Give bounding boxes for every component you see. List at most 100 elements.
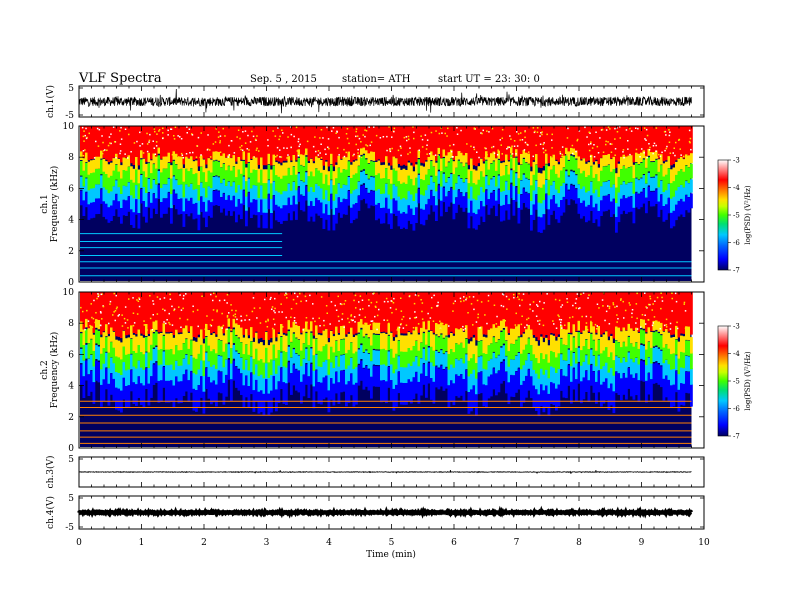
ch1-spectrogram-column-band xyxy=(487,169,491,186)
ch2-spectrogram-column-band xyxy=(447,353,451,370)
ch2-spectrogram-column-band xyxy=(345,368,348,385)
ch2-spectrogram-column-band xyxy=(447,368,451,386)
ch1-spectrogram-column-band xyxy=(247,162,251,178)
ch2-spectrogram-speckle xyxy=(91,326,94,329)
ch2-spectrogram-speckle xyxy=(259,307,261,309)
ch1-spectrogram-column-band xyxy=(582,170,586,187)
ch2-spectrogram-column-band xyxy=(527,322,531,338)
ch1-spectrogram-column-band xyxy=(415,176,418,194)
ch1-spectrogram-column-band xyxy=(317,170,321,187)
ch2-spectrogram-column-band xyxy=(420,292,423,328)
ch1-spectrogram-column-band xyxy=(297,173,301,187)
ch2-spectrogram-speckle xyxy=(221,327,223,329)
ch2-spectrogram-speckle xyxy=(270,296,272,299)
ch1-spectrogram-column-band xyxy=(342,156,346,169)
ch1-spectrogram-column-band xyxy=(235,176,238,193)
ch2-spectrogram-column-band xyxy=(677,357,681,375)
ch1-spectrogram-column-band xyxy=(207,186,211,201)
ch1-spectrogram-column-band xyxy=(415,126,418,162)
ch2-spectrogram-column-band xyxy=(287,346,291,361)
ch1-spectrogram-column-band xyxy=(685,153,688,165)
ch2-spectrogram-column-band xyxy=(270,292,273,339)
ch1-spectrogram-speckle xyxy=(674,154,676,157)
ch2-spectrogram-column-band xyxy=(420,327,423,343)
ch1-spectrogram-column-band xyxy=(572,126,576,149)
ch2-spectrogram-speckle xyxy=(95,312,97,314)
ch2-spectrogram-column-band xyxy=(217,292,221,327)
ch1-spectrogram-column-band xyxy=(115,164,118,180)
ch2-spectrogram-column-band xyxy=(242,337,246,355)
ch1-spectrogram-speckle xyxy=(290,126,292,128)
ch2-spectrogram-column-band xyxy=(80,317,83,332)
ch1-spectrogram-column-band xyxy=(477,126,481,164)
ch1-spectrogram-column-band xyxy=(157,170,161,184)
ch2-spectrogram-column-band xyxy=(672,352,676,369)
ch1-spectrogram-column-band xyxy=(612,184,616,199)
ch1-spectrogram-column-band xyxy=(460,163,463,179)
ch1-spectrogram-speckle xyxy=(357,148,359,151)
ch2-spectrogram-speckle xyxy=(475,321,478,323)
x-tick-label: 10 xyxy=(698,538,710,548)
ch1-spectrogram-column-band xyxy=(640,162,643,178)
ch2-spectrogram-speckle xyxy=(644,323,647,325)
ch2-spectrogram-column-band xyxy=(612,343,616,361)
ch2-spectrogram-speckle xyxy=(121,325,124,327)
ch1-spectrogram-speckle xyxy=(669,152,672,154)
ch1-spectrogram-speckle xyxy=(669,131,671,133)
ch2-spectrogram-column-band xyxy=(615,340,618,356)
ch1-spectrogram-speckle xyxy=(511,153,514,155)
ch2-spectrogram-column-band xyxy=(265,363,268,379)
ch2-spectrogram-column-band xyxy=(577,292,581,321)
ch1-spectrogram-column-band xyxy=(367,126,371,154)
ch1-spectrogram-speckle xyxy=(348,142,350,145)
ch1-spectrogram-column-band xyxy=(545,180,548,194)
ch1-spectrogram-speckle xyxy=(280,156,283,158)
ch2-spectrogram-column-band xyxy=(202,374,206,392)
ch1-spectrogram-column-band xyxy=(200,154,203,167)
ch2-spectrogram-speckle xyxy=(138,298,141,300)
ch2-spectrogram-speckle xyxy=(82,310,84,313)
ch2-spectrogram-column-band xyxy=(290,357,293,374)
ch1-spectrogram-column-band xyxy=(522,126,526,151)
ch2-spectrogram-column-band xyxy=(467,292,471,339)
ch1-spectrogram-column-band xyxy=(187,158,191,172)
ch2-spectrogram-speckle xyxy=(183,294,185,297)
ch2-spectrogram-column-band xyxy=(515,324,518,340)
ch1-spectrogram-speckle xyxy=(593,156,596,158)
ch2-spectrogram-column-band xyxy=(395,292,398,335)
ch2-spectrogram-column-band xyxy=(460,343,463,359)
ch2-colorbar-tick-label: -5 xyxy=(733,378,740,386)
ch1-spectrogram-column-band xyxy=(367,163,371,179)
ch1-spectrogram-speckle xyxy=(153,147,155,149)
ch2-spectrogram-column-band xyxy=(537,392,541,417)
ch2-spectrogram-column-band xyxy=(542,373,546,391)
ch2-spectrogram-column-band xyxy=(435,292,438,323)
ch1-spectrogram-column-band xyxy=(245,209,248,227)
ch1-spectrogram-speckle xyxy=(536,127,539,129)
ch1-spectrogram-column-band xyxy=(562,197,566,213)
ch1-spectrogram-column-band xyxy=(600,200,603,216)
ch1-spectrogram-column-band xyxy=(117,126,121,159)
ch1-spectrogram-column-band xyxy=(430,176,433,190)
ch1-spectrogram-column-band xyxy=(315,184,318,198)
ch2-spectrogram-column-band xyxy=(530,292,533,330)
ch1-spectrogram-speckle xyxy=(541,131,543,133)
ch2-spectrogram-speckle xyxy=(435,328,438,331)
ch1-spectrogram-column-band xyxy=(372,161,376,177)
ch2-spectrogram-column-band xyxy=(297,339,301,355)
ch1-spectrogram-speckle xyxy=(667,156,670,158)
ch2-spectrogram-column-band xyxy=(522,380,526,403)
ch2-spectrogram-column-band xyxy=(655,347,658,362)
ch2-spectrogram-speckle xyxy=(352,319,354,321)
ch2-spectrogram-column-band xyxy=(167,292,171,333)
ch1-spectrogram-speckle xyxy=(255,149,258,151)
ch1-spectrogram-column-band xyxy=(145,126,148,162)
ch2-spectrogram-column-band xyxy=(630,327,633,344)
ch2-spectrogram-column-band xyxy=(360,360,363,381)
ch2-spectrogram-column-band xyxy=(580,365,583,382)
ch1-spectrogram-column-band xyxy=(527,151,531,164)
ch2-spectrogram-speckle xyxy=(582,292,585,294)
ch2-spectrogram-speckle xyxy=(143,324,146,326)
ch2-spectrogram-column-band xyxy=(552,351,556,368)
ch1-spectrogram-speckle xyxy=(646,156,648,159)
